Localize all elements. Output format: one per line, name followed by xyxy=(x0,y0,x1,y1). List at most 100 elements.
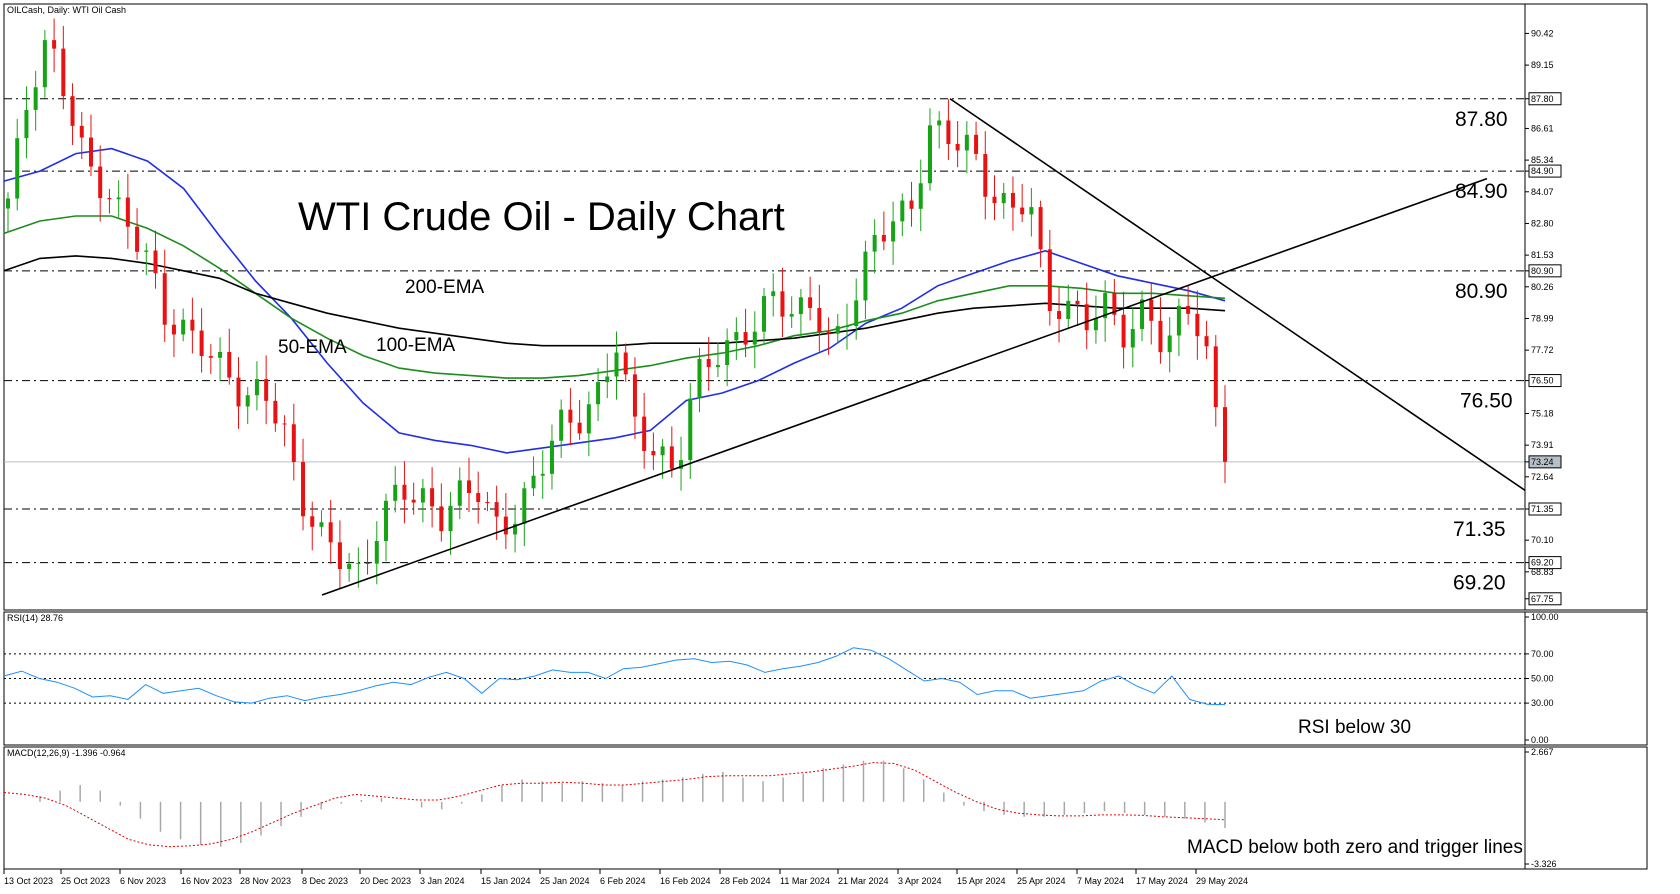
candle-body xyxy=(688,398,693,461)
price-tick-box xyxy=(1528,374,1562,388)
macd-annotation: MACD below both zero and trigger lines xyxy=(1187,837,1523,858)
candle-body xyxy=(1121,314,1126,348)
time-tick-label: 16 Nov 2023 xyxy=(181,876,232,886)
candle-body xyxy=(282,423,287,425)
candle-body xyxy=(310,516,315,527)
candle-body xyxy=(909,200,914,209)
candle-body xyxy=(1038,207,1043,250)
rsi-tick-label: 70.00 xyxy=(1531,649,1554,659)
price-tick-label: 69.20 xyxy=(1531,558,1554,568)
candles xyxy=(6,18,1227,589)
macd-title: MACD(12,26,9) -1.396 -0.964 xyxy=(7,748,126,758)
resistance-trendline xyxy=(949,98,1526,491)
candle-body xyxy=(679,460,684,469)
rsi-title: RSI(14) 28.76 xyxy=(7,613,63,623)
ema-label-200-ema: 200-EMA xyxy=(405,277,485,298)
candle-body xyxy=(107,198,112,200)
candle-body xyxy=(42,40,47,88)
price-tick-box xyxy=(1528,592,1562,606)
time-tick-label: 3 Apr 2024 xyxy=(898,876,942,886)
candle-body xyxy=(559,409,564,441)
time-tick-label: 15 Apr 2024 xyxy=(957,876,1006,886)
time-tick-label: 25 Jan 2024 xyxy=(540,876,590,886)
candle-body xyxy=(503,516,508,535)
candle-body xyxy=(632,374,637,417)
time-tick-label: 25 Apr 2024 xyxy=(1017,876,1066,886)
rsi-line xyxy=(3,647,1226,706)
price-tick-label: 82.80 xyxy=(1531,218,1554,228)
candle-body xyxy=(227,351,232,378)
candle-body xyxy=(181,319,186,335)
price-panel: OILCash, Daily: WTI Oil Cash 87.8084.908… xyxy=(3,3,1648,611)
price-tick-label: 68.83 xyxy=(1531,567,1554,577)
price-tick-label: 72.64 xyxy=(1531,472,1554,482)
price-tick-label: 78.99 xyxy=(1531,313,1554,323)
price-panel-border xyxy=(3,3,1648,611)
price-tick-label: 90.42 xyxy=(1531,28,1554,38)
candle-body xyxy=(660,446,665,456)
candle-body xyxy=(1186,305,1191,314)
level-label-69.20: 69.20 xyxy=(1453,572,1506,595)
candle-body xyxy=(1167,335,1172,353)
level-label-76.50: 76.50 xyxy=(1460,390,1513,413)
candle-body xyxy=(734,332,739,341)
candle-body xyxy=(697,359,702,399)
candle-body xyxy=(826,331,831,334)
candle-body xyxy=(844,326,849,328)
candle-body xyxy=(190,319,195,331)
price-tick-label: 80.90 xyxy=(1531,266,1554,276)
candle-body xyxy=(291,424,296,463)
candle-body xyxy=(1204,336,1209,347)
time-tick-label: 8 Dec 2023 xyxy=(302,876,348,886)
candle-body xyxy=(485,501,490,503)
candle-body xyxy=(88,137,93,167)
candle-body xyxy=(337,542,342,569)
candle-body xyxy=(937,120,942,126)
candle-body xyxy=(6,198,10,209)
candle-body xyxy=(1130,328,1135,348)
rsi-levels xyxy=(4,653,1525,704)
candle-body xyxy=(1057,311,1062,319)
price-tick-label: 67.75 xyxy=(1531,594,1554,604)
candle-body xyxy=(522,488,527,524)
ema-label-100-ema: 100-EMA xyxy=(376,335,456,356)
price-tick-label: 75.18 xyxy=(1531,408,1554,418)
price-tick-label: 73.91 xyxy=(1531,440,1554,450)
support-trendline xyxy=(321,177,1488,596)
candle-body xyxy=(411,499,416,503)
level-label-84.90: 84.90 xyxy=(1455,180,1508,203)
price-tick-label: 89.15 xyxy=(1531,60,1554,70)
candle-body xyxy=(236,377,241,407)
candle-body xyxy=(439,506,444,532)
candle-body xyxy=(900,200,905,222)
candle-body xyxy=(531,475,536,489)
candle-body xyxy=(430,488,435,507)
candle-body xyxy=(1047,249,1052,312)
price-tick-label: 87.80 xyxy=(1531,94,1554,104)
candle-body xyxy=(273,400,278,424)
rsi-tick-label: 100.00 xyxy=(1531,612,1559,622)
candle-body xyxy=(448,505,453,532)
candle-body xyxy=(79,125,84,138)
time-tick-label: 20 Dec 2023 xyxy=(360,876,411,886)
candle-body xyxy=(171,324,176,335)
candle-body xyxy=(1103,293,1108,319)
candle-body xyxy=(1093,318,1098,331)
candle-body xyxy=(384,500,389,542)
price-tick-label: 73.24 xyxy=(1531,457,1554,467)
candle-body xyxy=(199,330,204,357)
rsi-tick-label: 30.00 xyxy=(1531,698,1554,708)
rsi-tick-label: 50.00 xyxy=(1531,674,1554,684)
candle-body xyxy=(153,250,158,274)
price-tick-box xyxy=(1528,92,1562,106)
candle-body xyxy=(762,296,767,332)
candle-body xyxy=(513,523,518,535)
time-tick-label: 7 May 2024 xyxy=(1077,876,1124,886)
candle-body xyxy=(466,480,471,494)
candle-body xyxy=(605,376,610,383)
rsi-tick-label: 0.00 xyxy=(1531,735,1549,745)
candle-body xyxy=(642,416,647,452)
level-label-87.80: 87.80 xyxy=(1455,108,1508,131)
macd-tick-label: -3.326 xyxy=(1531,859,1557,869)
